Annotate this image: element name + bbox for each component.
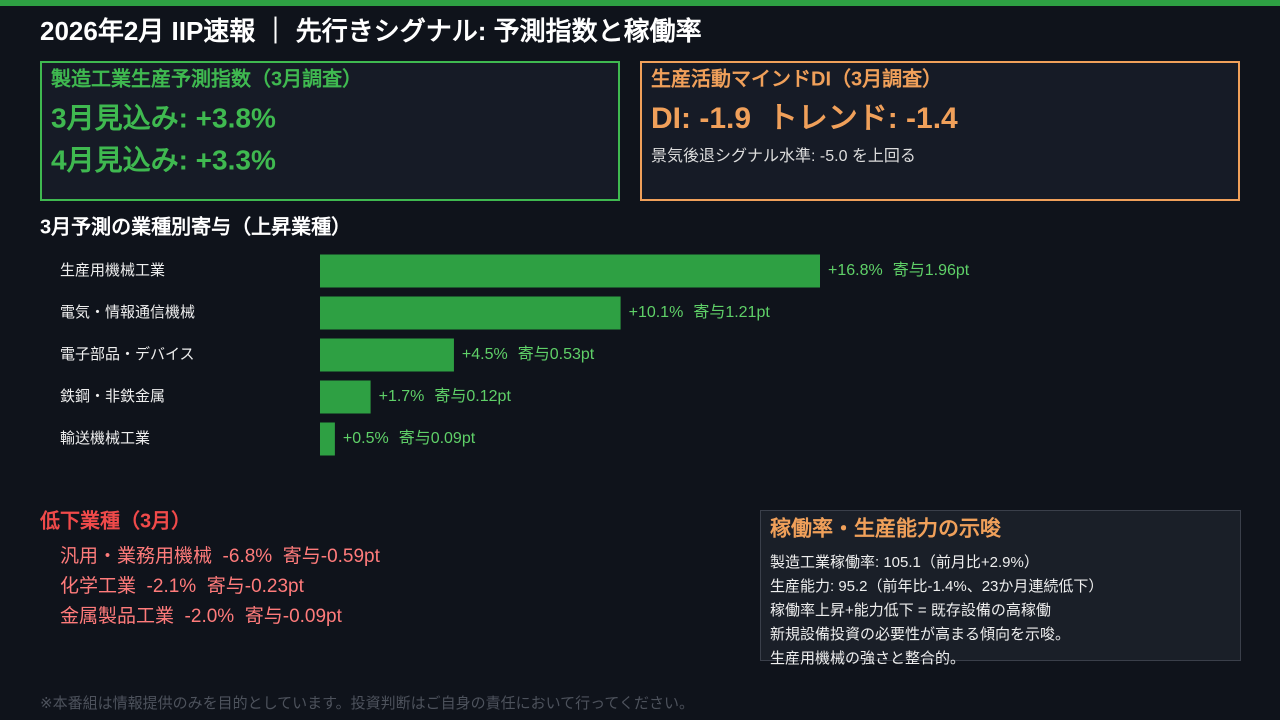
panel-title: 生産活動マインドDI（3月調査）	[651, 66, 942, 90]
decline-item: 化学工業 -2.1% 寄与-0.23pt	[60, 575, 305, 597]
decline-title: 低下業種（3月）	[39, 508, 191, 532]
value-label: +0.5%	[343, 430, 389, 447]
utilization-title: 稼働率・生産能力の示唆	[770, 517, 1002, 541]
utilization-panel	[760, 510, 1241, 661]
bar	[320, 380, 371, 414]
value-label: +16.8%	[828, 262, 883, 279]
category-label: 電子部品・デバイス	[60, 345, 195, 363]
forecast-line: 3月見込み: +3.8%	[51, 102, 276, 133]
bar	[320, 296, 621, 330]
di-note: 景気後退シグナル水準: -5.0 を上回る	[651, 147, 916, 165]
di-value: DI: -1.9 トレンド: -1.4	[651, 102, 958, 135]
contribution-label: 寄与1.21pt	[693, 303, 770, 321]
top-bar	[0, 0, 1280, 6]
forecast-line: 4月見込み: +3.3%	[51, 144, 276, 175]
contribution-label: 寄与0.12pt	[434, 387, 511, 405]
utilization-line: 新規設備投資の必要性が高まる傾向を示唆。	[770, 626, 1070, 643]
footer: ※本番組は情報提供のみを目的としています。投資判断はご自身の責任において行ってく…	[40, 695, 694, 712]
category-label: 鉄鋼・非鉄金属	[60, 388, 165, 405]
category-label: 電気・情報通信機械	[60, 304, 195, 321]
bar-chart: 生産用機械工業 +16.8% 寄与1.96pt 電気・情報通信機械 +10.1% 寄与1.…	[60, 254, 970, 456]
decline-item: 金属製品工業 -2.0% 寄与-0.09pt	[60, 605, 343, 627]
panel-title: 製造工業生産予測指数（3月調査）	[51, 66, 362, 90]
mind-panel	[640, 61, 1240, 201]
bar	[320, 422, 335, 456]
value-label: +4.5%	[462, 346, 508, 363]
bar	[320, 254, 820, 288]
utilization-line: 生産用機械の強さと整合的。	[770, 650, 965, 667]
decline-item: 汎用・業務用機械 -6.8% 寄与-0.59pt	[60, 545, 381, 567]
category-label: 生産用機械工業	[60, 262, 165, 279]
utilization-line: 製造工業稼働率: 105.1（前月比+2.9%）	[770, 554, 1039, 571]
contribution-label: 寄与0.53pt	[518, 345, 595, 363]
forecast-panel	[40, 61, 620, 201]
utilization-line: 生産能力: 95.2（前年比-1.4%、23か月連続低下）	[770, 578, 1103, 595]
bar	[320, 338, 454, 372]
title: 2026年2月 IIP速報 ｜ 先行きシグナル: 予測指数と稼働率	[40, 16, 702, 46]
contribution-label: 寄与0.09pt	[399, 429, 476, 447]
contribution-label: 寄与1.96pt	[893, 261, 970, 279]
value-label: +1.7%	[379, 388, 425, 405]
utilization-line: 稼働率上昇+能力低下 = 既存設備の高稼働	[770, 602, 1051, 619]
category-label: 輸送機械工業	[60, 430, 150, 447]
value-label: +10.1%	[629, 304, 684, 321]
chart-title: 3月予測の業種別寄与（上昇業種）	[40, 214, 351, 238]
